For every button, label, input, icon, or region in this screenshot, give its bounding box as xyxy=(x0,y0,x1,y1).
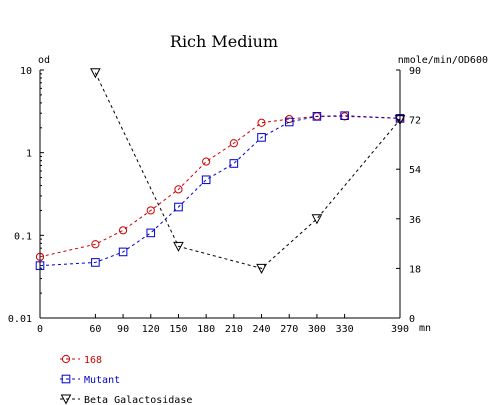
x-tick-label: 150 xyxy=(169,324,187,335)
series-mutant-point xyxy=(312,112,322,121)
chart-title: Rich Medium xyxy=(170,32,278,51)
legend-label: 168 xyxy=(84,355,102,366)
series-beta-galactosidase-point xyxy=(256,263,267,274)
left-axis-label: od xyxy=(38,55,50,66)
x-tick-label: 270 xyxy=(280,324,298,335)
series-mutant-line xyxy=(39,115,401,267)
x-tick-label: 300 xyxy=(308,324,326,335)
x-tick-label: 120 xyxy=(142,324,160,335)
axes xyxy=(39,70,401,319)
x-tick-label: 60 xyxy=(89,324,101,335)
series-beta-galactosidase-point xyxy=(311,214,323,225)
plot-area xyxy=(35,68,406,274)
series-mutant-point xyxy=(91,258,100,267)
series-168-point xyxy=(257,118,266,127)
series-mutant-point xyxy=(118,247,128,257)
series-mutant-point xyxy=(146,228,156,238)
series-beta-galactosidase-point xyxy=(394,115,406,126)
x-tick-label: 240 xyxy=(253,324,271,335)
y-left-tick-label: 10 xyxy=(20,66,32,77)
series-mutant-point xyxy=(395,114,405,123)
legend-marker xyxy=(61,354,71,364)
x-tick-label: 180 xyxy=(197,324,215,335)
y-left-tick-label: 0.1 xyxy=(14,231,32,242)
legend-marker xyxy=(60,394,72,405)
x-tick-label: 330 xyxy=(336,324,354,335)
series-mutant-point xyxy=(35,261,45,270)
series-mutant-point xyxy=(340,111,349,121)
series-168-point xyxy=(229,139,238,148)
x-tick-label: 390 xyxy=(391,324,409,335)
series-168-point xyxy=(118,226,128,235)
series-beta-galactosidase-line xyxy=(94,72,401,269)
series-beta-galactosidase-point xyxy=(173,241,184,252)
y-right-tick-label: 18 xyxy=(409,264,421,275)
y-right-tick-label: 54 xyxy=(409,165,421,176)
x-tick-label: 90 xyxy=(117,324,129,335)
y-left-tick-label: 0.01 xyxy=(8,314,32,325)
series-168-point xyxy=(174,185,183,194)
series-168-point xyxy=(35,252,45,261)
legend-label: Beta Galactosidase xyxy=(84,395,192,405)
series-168-point xyxy=(146,206,155,215)
series-168-point xyxy=(91,240,100,249)
series-mutant-point xyxy=(284,117,294,127)
right-axis-label: nmole/min/OD600 xyxy=(398,55,488,66)
legend: 168 Mutant Beta Galactosidase xyxy=(60,354,192,405)
legend-marker xyxy=(61,374,71,384)
y-left-tick-label: 1 xyxy=(26,149,32,160)
series-mutant-point xyxy=(201,175,211,185)
series-mutant-point xyxy=(257,133,266,142)
series-168-point xyxy=(202,157,211,166)
x-tick-label: 0 xyxy=(37,324,43,335)
y-right-tick-label: 72 xyxy=(409,116,421,127)
y-right-tick-label: 0 xyxy=(409,314,415,325)
legend-label: Mutant xyxy=(84,375,120,386)
x-axis-label: mn xyxy=(419,323,431,334)
ticks: 0 60 90 120 150 180 210 240 270 300 330 3901010.10.… xyxy=(8,66,421,335)
series-mutant-point xyxy=(174,202,183,212)
x-tick-label: 210 xyxy=(225,324,243,335)
series-168-line xyxy=(39,115,401,258)
y-right-tick-label: 36 xyxy=(409,215,421,226)
series-beta-galactosidase-point xyxy=(90,68,101,79)
y-right-tick-label: 90 xyxy=(409,66,421,77)
series-mutant-point xyxy=(229,159,239,168)
